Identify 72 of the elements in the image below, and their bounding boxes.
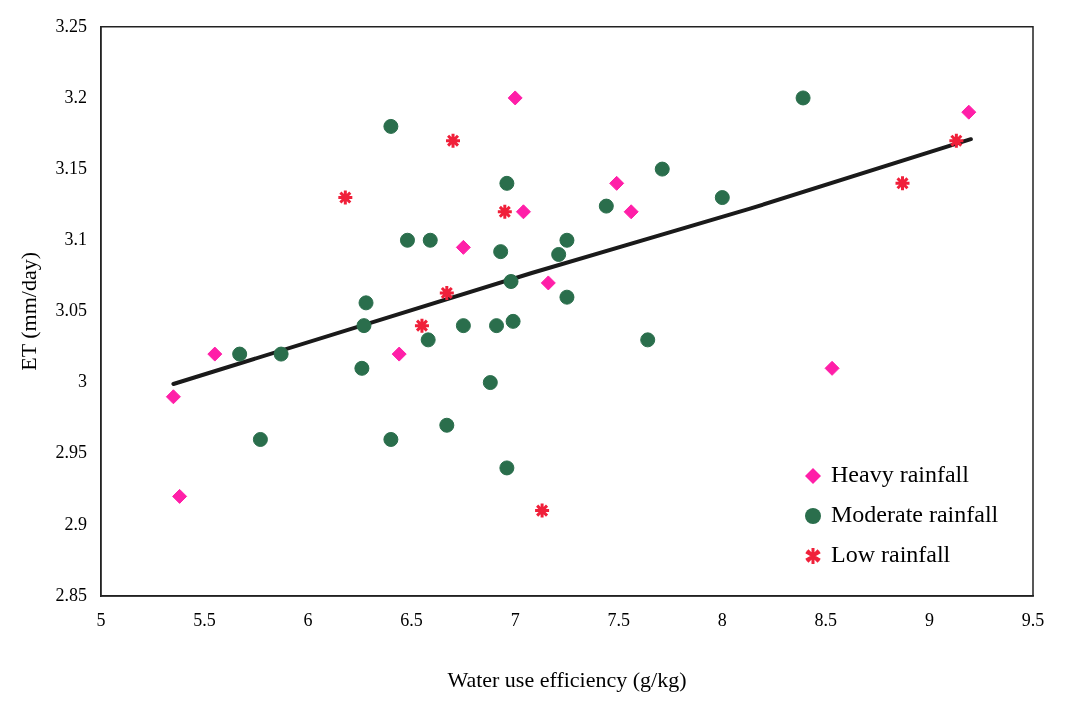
x-tick-label: 9 <box>924 609 934 630</box>
point <box>356 318 372 334</box>
point <box>455 239 471 255</box>
point <box>358 295 374 311</box>
point <box>824 360 840 376</box>
point <box>609 175 625 191</box>
point <box>383 118 399 134</box>
point <box>640 332 656 348</box>
point <box>273 346 289 362</box>
x-tick-label: 7 <box>510 609 520 630</box>
point <box>540 275 556 291</box>
legend-label: Low rainfall <box>831 541 951 568</box>
y-tick-label: 3.2 <box>64 86 87 107</box>
point <box>391 346 407 362</box>
point <box>482 375 498 391</box>
point <box>399 232 415 248</box>
y-tick-label: 3 <box>77 371 87 392</box>
point <box>503 274 519 290</box>
point <box>165 389 181 405</box>
point <box>533 502 551 520</box>
point <box>559 289 575 305</box>
point <box>232 346 248 362</box>
point <box>795 90 811 106</box>
point <box>354 360 370 376</box>
y-tick-label: 2.85 <box>55 584 87 605</box>
point <box>252 431 268 447</box>
x-tick-label: 9.5 <box>1021 609 1045 630</box>
x-tick-label: 5.5 <box>193 609 216 630</box>
x-tick-label: 5 <box>96 609 106 630</box>
point <box>559 232 575 248</box>
point <box>336 189 354 207</box>
point <box>383 431 399 447</box>
y-tick-label: 2.9 <box>64 513 87 534</box>
point <box>420 332 436 348</box>
point <box>422 232 438 248</box>
point <box>496 203 514 221</box>
x-tick-label: 8 <box>717 609 727 630</box>
legend-label: Moderate rainfall <box>831 501 999 528</box>
point <box>515 204 531 220</box>
y-tick-label: 3.15 <box>55 157 87 178</box>
point <box>413 317 431 335</box>
legend-label: Heavy rainfall <box>831 461 970 488</box>
point <box>623 204 639 220</box>
x-tick-label: 6.5 <box>400 609 423 630</box>
x-axis-title: Water use efficiency (g/kg) <box>447 666 687 692</box>
y-axis-title: ET (mm/day) <box>15 252 41 371</box>
point <box>455 318 471 334</box>
point <box>444 132 462 150</box>
point <box>499 460 515 476</box>
point <box>714 190 730 206</box>
point <box>961 104 977 120</box>
point <box>894 174 912 192</box>
y-tick-label: 2.95 <box>55 442 87 463</box>
point <box>493 244 509 260</box>
point <box>439 417 455 433</box>
point <box>438 284 456 302</box>
point <box>499 175 515 191</box>
y-tick-label: 3.1 <box>64 228 87 249</box>
point <box>489 318 505 334</box>
x-tick-label: 7.5 <box>607 609 630 630</box>
y-tick-label: 3.25 <box>55 15 87 36</box>
x-tick-label: 8.5 <box>814 609 838 630</box>
point <box>507 90 523 106</box>
point <box>598 198 614 214</box>
x-tick-label: 6 <box>303 609 313 630</box>
point <box>505 313 521 329</box>
point <box>947 132 965 150</box>
point <box>207 346 223 362</box>
point <box>551 246 567 262</box>
point <box>172 488 188 504</box>
point <box>654 161 670 177</box>
y-tick-label: 3.05 <box>55 300 87 321</box>
